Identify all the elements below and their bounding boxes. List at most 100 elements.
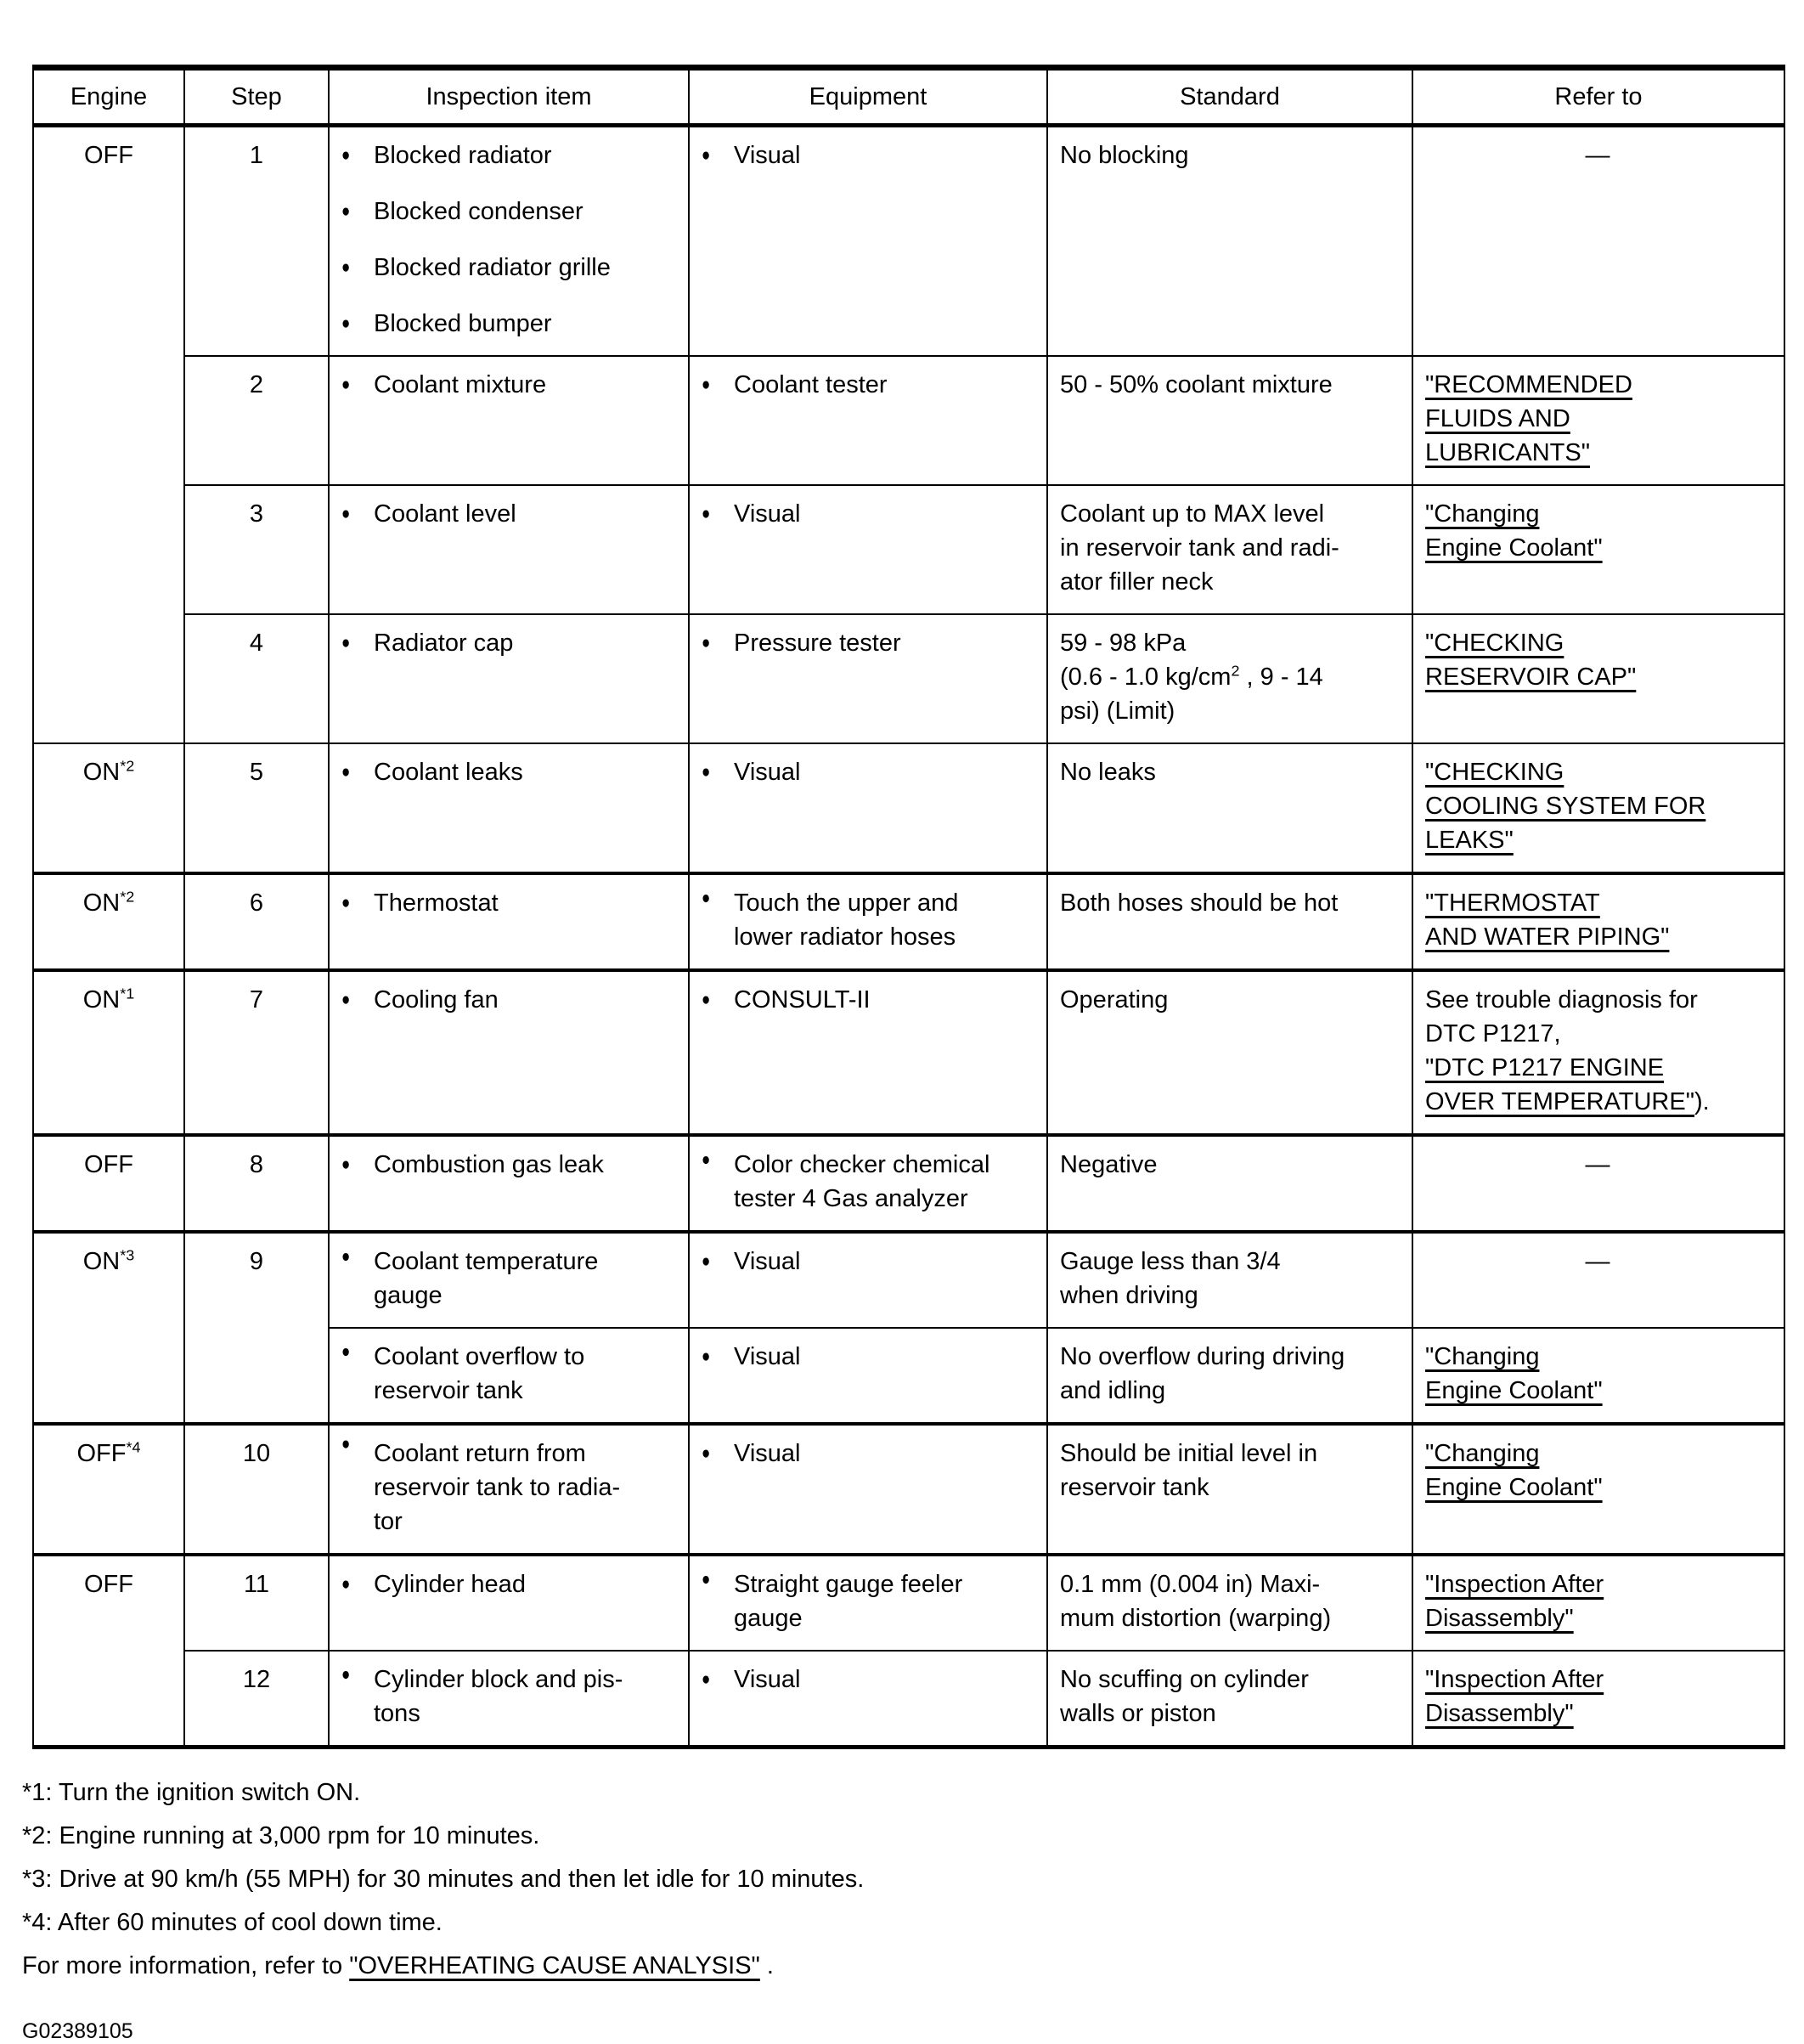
bullet-icon: ● — [702, 1568, 711, 1589]
standard-cell: No blocking — [1046, 124, 1413, 357]
text-line: (0.6 - 1.0 kg/cm2 , 9 - 14 — [1060, 660, 1398, 694]
refer-link[interactable]: "THERMOSTAT — [1425, 889, 1600, 917]
step-cell: 1 — [183, 124, 330, 357]
step-cell: 2 — [183, 355, 330, 486]
refer-link[interactable]: "CHECKING — [1425, 759, 1564, 786]
item-text: Coolant mixture — [374, 368, 674, 402]
table-row: 4 ● Radiator cap ● Pressure tester 59 - 98 kP… — [33, 613, 1785, 744]
refer-link[interactable]: RESERVOIR CAP" — [1425, 663, 1637, 691]
item-text: Coolant leaks — [374, 755, 674, 789]
standard-cell: Operating — [1046, 968, 1413, 1136]
item-text: Blocked radiator — [374, 138, 674, 172]
text-line: Pressure tester — [734, 630, 901, 657]
refer-link[interactable]: "CHECKING — [1425, 630, 1564, 657]
item-text: Blocked condenser — [374, 195, 674, 229]
text-line: "CHECKING — [1425, 626, 1770, 660]
header-row: Engine Step Inspection item Equipment St… — [32, 66, 1785, 127]
refer-link[interactable]: LUBRICANTS" — [1425, 439, 1590, 466]
refer-link[interactable]: COOLING SYSTEM FOR — [1425, 793, 1706, 820]
text-line: Visual — [734, 1666, 801, 1693]
refer-link[interactable]: "Changing — [1425, 1440, 1540, 1467]
item-text: Cylinder block and pis-tons — [374, 1663, 674, 1731]
engine-cell: OFF — [32, 124, 185, 744]
text-line: Negative — [1060, 1151, 1158, 1178]
standard-cell: Gauge less than 3/4 when driving — [1046, 1230, 1413, 1329]
item-text: Visual — [734, 1663, 1033, 1697]
text-line: Thermostat — [374, 889, 499, 917]
text-line: gauge — [734, 1605, 803, 1632]
engine-cell: ON*1 — [32, 968, 185, 1136]
footnote-text: *2: Engine running at 3,000 rpm for 10 m… — [22, 1822, 540, 1849]
refer-link[interactable]: Engine Coolant" — [1425, 1377, 1603, 1404]
inspection-item-cell: ● Thermostat — [328, 872, 690, 971]
step-cell: 3 — [183, 484, 330, 615]
inspection-item-cell: ● Blocked radiator ● Blocked condenser ● Bloc… — [328, 124, 690, 357]
engine-state: ON — [82, 759, 121, 786]
text-line: "THERMOSTAT — [1425, 886, 1770, 920]
refer-link[interactable]: LEAKS" — [1425, 827, 1514, 854]
text-line: when driving — [1060, 1282, 1198, 1309]
refer-link[interactable]: "Inspection After — [1425, 1571, 1604, 1598]
equipment-cell: ● Visual — [688, 1327, 1048, 1425]
refer-link[interactable]: "DTC P1217 ENGINE — [1425, 1054, 1665, 1081]
dash-icon: — — [1585, 142, 1610, 169]
text-line: Coolant tester — [734, 371, 888, 398]
refer-link[interactable]: Engine Coolant" — [1425, 1474, 1603, 1501]
inspection-item-cell: ● Combustion gas leak — [328, 1133, 690, 1233]
engine-state: OFF — [84, 1571, 133, 1598]
bullet-icon: ● — [341, 892, 351, 912]
refer-link[interactable]: FLUIDS AND — [1425, 405, 1570, 432]
item-text: Touch the upper and lower radiator hoses — [734, 886, 1033, 954]
text-line: lower radiator hoses — [734, 923, 956, 951]
text-line: psi) (Limit) — [1060, 697, 1175, 725]
bullet-item: ● Visual — [702, 497, 1033, 531]
step-cell: 11 — [183, 1553, 330, 1652]
text-line: Operating — [1060, 986, 1169, 1014]
bullet-item: ● Thermostat — [341, 886, 674, 920]
footnote-text: *3: Drive at 90 km/h (55 MPH) for 30 min… — [22, 1866, 865, 1893]
engine-footnote-marker: *3 — [120, 1246, 135, 1264]
inspection-item-cell: ● Coolant return from reservoir tank to ra… — [328, 1422, 690, 1556]
bullet-item: ● Coolant temperature gauge — [341, 1245, 674, 1313]
refer-link[interactable]: AND WATER PIPING" — [1425, 923, 1670, 951]
refer-link[interactable]: "Changing — [1425, 1343, 1540, 1370]
text-line: Visual — [734, 1343, 801, 1370]
standard-cell: Negative — [1046, 1133, 1413, 1233]
table-row: ON*1 7 ● Cooling fan ● CONSULT-II Operating See… — [32, 968, 1785, 1136]
inspection-item-cell: ● Radiator cap — [328, 613, 690, 744]
refer-link[interactable]: Disassembly" — [1425, 1605, 1574, 1632]
equipment-cell: ● CONSULT-II — [688, 968, 1048, 1136]
text-line: — — [1425, 1148, 1770, 1182]
step-cell: 8 — [183, 1133, 330, 1233]
text-line: "RECOMMENDED — [1425, 368, 1770, 402]
refer-to-cell: "CHECKING COOLING SYSTEM FOR LEAKS" — [1412, 743, 1785, 874]
bullet-icon: ● — [702, 632, 711, 652]
text-line: "Inspection After — [1425, 1567, 1770, 1601]
superscript: 2 — [1231, 662, 1240, 680]
table-row: OFF 1 ● Blocked radiator ● Blocked condenser ●… — [32, 124, 1785, 744]
bullet-item: ● Blocked radiator grille — [341, 251, 674, 285]
text-line: "Inspection After — [1425, 1663, 1770, 1697]
refer-link[interactable]: OVER TEMPERATURE" — [1425, 1088, 1694, 1115]
refer-link[interactable]: Engine Coolant" — [1425, 534, 1603, 562]
text-line: See trouble diagnosis for — [1425, 983, 1770, 1017]
bullet-icon: ● — [702, 503, 711, 523]
text-line: LUBRICANTS" — [1425, 436, 1770, 470]
text-line: FLUIDS AND — [1425, 402, 1770, 436]
refer-link[interactable]: Disassembly" — [1425, 1700, 1574, 1727]
refer-link[interactable]: "RECOMMENDED — [1425, 371, 1632, 398]
overheating-link[interactable]: "OVERHEATING CAUSE ANALYSIS" — [349, 1952, 760, 1979]
refer-link[interactable]: "Inspection After — [1425, 1666, 1604, 1693]
text-line: Engine Coolant" — [1425, 531, 1770, 565]
table-row: 2 ● Coolant mixture ● Coolant tester 50 - 50%… — [33, 355, 1785, 486]
item-text: Visual — [734, 138, 1033, 172]
text-line: Coolant up to MAX level — [1060, 500, 1325, 528]
bullet-item: ● Coolant overflow to reservoir tank — [341, 1340, 674, 1408]
text-line: Combustion gas leak — [374, 1151, 604, 1178]
text-line: LEAKS" — [1425, 823, 1770, 857]
bullet-icon: ● — [702, 374, 711, 394]
refer-link[interactable]: "Changing — [1425, 500, 1540, 528]
refer-to-cell: — — [1412, 124, 1785, 357]
standard-cell: No scuffing on cylinder walls or piston — [1046, 1650, 1413, 1748]
figure-id: G02389105 — [22, 2019, 133, 2043]
